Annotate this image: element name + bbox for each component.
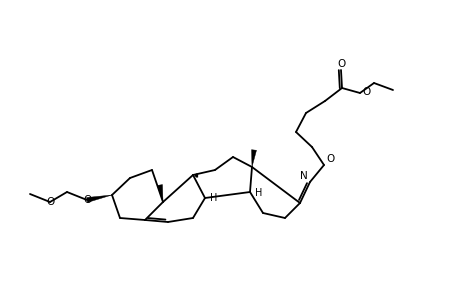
Text: O: O [84,195,92,205]
Text: H: H [254,188,262,198]
Text: H: H [210,193,217,203]
Polygon shape [157,184,162,202]
Text: O: O [337,59,345,69]
Text: O: O [325,154,334,164]
Polygon shape [86,195,112,202]
Text: O: O [47,197,55,207]
Text: N: N [300,171,308,181]
Text: O: O [361,87,369,97]
Polygon shape [251,150,256,167]
